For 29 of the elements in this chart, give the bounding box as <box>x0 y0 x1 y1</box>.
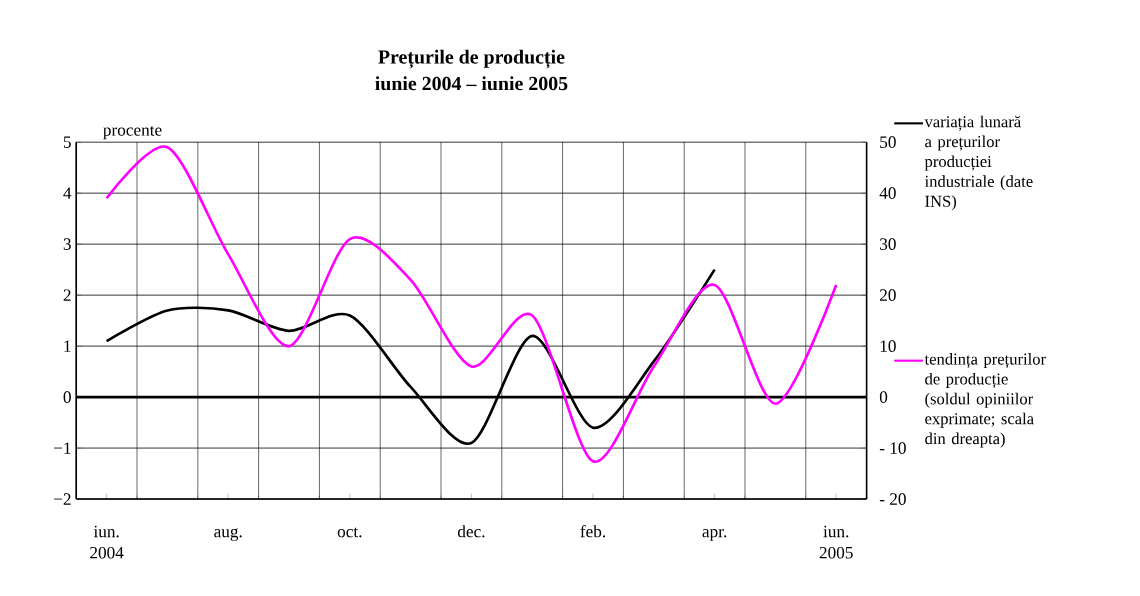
y2-tick-label: - 20 <box>879 493 906 506</box>
y2-tick-label: 0 <box>879 391 888 404</box>
y-tick-label: −2 <box>54 493 71 506</box>
y-tick-label: 3 <box>63 238 71 251</box>
y-tick-label: 4 <box>63 187 72 200</box>
x-tick-label: iun. 2004 <box>90 525 124 559</box>
y2-tick-label: 50 <box>880 136 896 149</box>
y-tick-label: −1 <box>54 442 71 455</box>
y-axis-title: procente <box>103 126 162 140</box>
x-tick-label: oct. <box>337 527 362 538</box>
y2-tick-label: 10 <box>880 340 896 353</box>
y-tick-label: 2 <box>63 289 71 302</box>
x-tick-label: aug. <box>214 528 242 542</box>
y-tick-label: 5 <box>63 136 71 149</box>
x-tick-label: iun. 2005 <box>819 525 853 559</box>
y-tick-label: 0 <box>63 391 71 404</box>
legend-label: tendința prețurilor de producție (soldul opiniilor exprimate; scala din dreapta) <box>924 353 1046 448</box>
chart-subtitle: iunie 2004 – iunie 2005 <box>375 76 568 91</box>
line-series <box>105 146 838 463</box>
y-tick-label: 1 <box>64 340 71 353</box>
y2-tick-label: 40 <box>879 187 896 200</box>
y2-tick-label: 30 <box>880 238 896 251</box>
x-tick-label: apr. <box>702 529 727 542</box>
chart-title: Prețurile de producție <box>378 49 565 69</box>
x-tick-label: dec. <box>457 525 485 538</box>
legend-label: variația lunară a prețurilor producției industriale (date INS) <box>924 115 1033 211</box>
y2-tick-label: 20 <box>879 289 896 302</box>
x-tick-label: feb. <box>580 525 606 538</box>
y2-tick-label: - 10 <box>879 442 906 455</box>
